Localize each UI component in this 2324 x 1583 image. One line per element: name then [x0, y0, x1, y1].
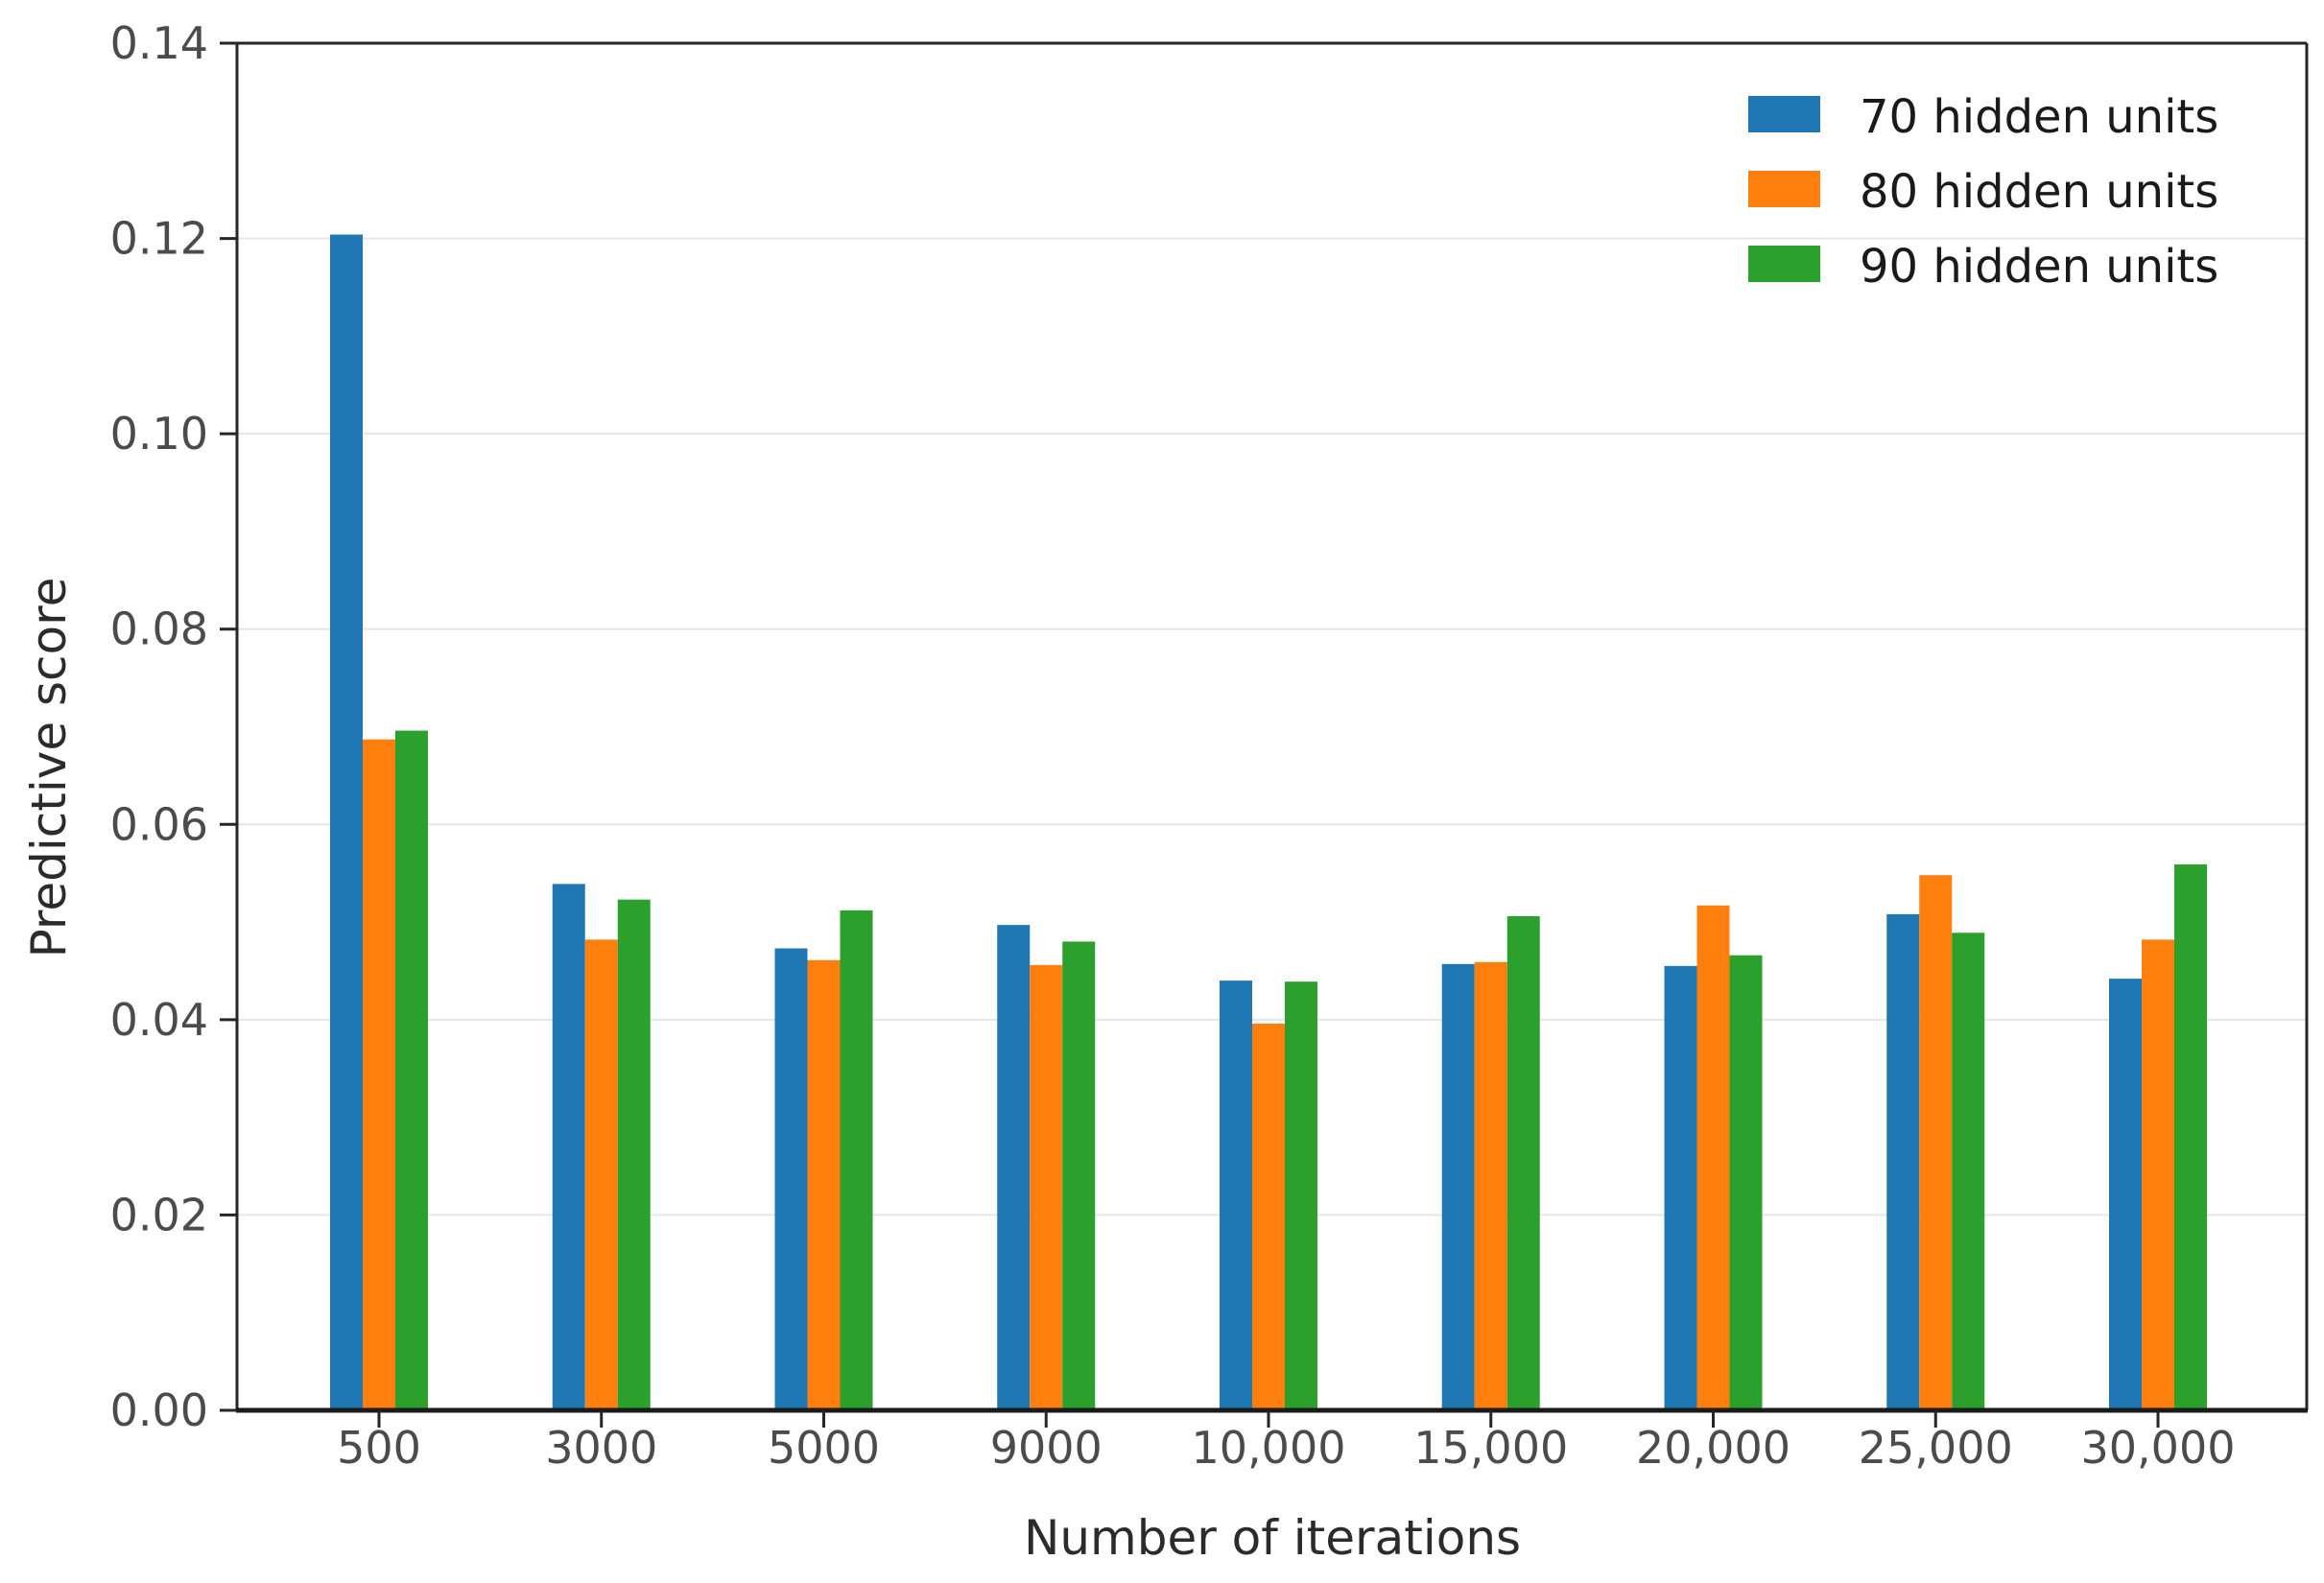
bar-70-3000 — [552, 884, 585, 1410]
bar-90-10000 — [1285, 981, 1317, 1410]
x-tick-label-3000: 3000 — [545, 1422, 657, 1474]
bar-90-20000 — [1729, 955, 1763, 1410]
x-tick-label-9000: 9000 — [990, 1422, 1103, 1474]
x-axis-title: Number of iterations — [1024, 1510, 1521, 1566]
tick-labels: 0.00 0.02 0.04 0.06 0.08 0.10 0.12 0.14 500 3000 5… — [110, 17, 2236, 1474]
x-tick-label-30000: 30,000 — [2081, 1422, 2236, 1474]
x-tick-label-25000: 25,000 — [1859, 1422, 2013, 1474]
bar-70-5000 — [774, 948, 808, 1410]
y-tick-label-0.14: 0.14 — [110, 17, 208, 69]
bar-80-25000 — [1919, 875, 1953, 1410]
legend-label-80-hidden-units: 80 hidden units — [1860, 165, 2218, 219]
bar-80-30000 — [2142, 939, 2174, 1410]
bar-80-3000 — [584, 939, 618, 1410]
bar-80-9000 — [1030, 964, 1063, 1410]
y-tick-label-0.00: 0.00 — [110, 1384, 208, 1436]
bar-70-9000 — [997, 925, 1031, 1410]
bar-80-500 — [363, 739, 395, 1410]
bars — [330, 234, 2207, 1410]
y-tick-label-0.08: 0.08 — [110, 603, 208, 655]
bar-90-9000 — [1062, 941, 1096, 1410]
bar-90-5000 — [840, 910, 873, 1410]
legend: 70 hidden units 80 hidden units 90 hidde… — [1748, 90, 2218, 294]
x-tick-label-15000: 15,000 — [1413, 1422, 1568, 1474]
bar-80-10000 — [1252, 1023, 1285, 1410]
y-tick-label-0.04: 0.04 — [110, 994, 208, 1046]
legend-label-70-hidden-units: 70 hidden units — [1860, 90, 2218, 144]
bar-70-10000 — [1220, 981, 1252, 1410]
bar-70-15000 — [1441, 963, 1475, 1410]
x-tick-label-5000: 5000 — [768, 1422, 880, 1474]
bar-90-25000 — [1952, 933, 1985, 1410]
tick-marks — [220, 41, 2160, 1428]
x-tick-label-10000: 10,000 — [1192, 1422, 1346, 1474]
x-tick-label-500: 500 — [337, 1422, 421, 1474]
y-tick-label-0.02: 0.02 — [110, 1189, 208, 1240]
bar-80-5000 — [807, 959, 841, 1410]
y-tick-label-0.06: 0.06 — [110, 798, 208, 850]
bar-70-20000 — [1664, 965, 1697, 1410]
bar-70-25000 — [1886, 913, 1920, 1410]
y-tick-label-0.10: 0.10 — [110, 408, 208, 460]
bar-90-500 — [395, 730, 428, 1410]
y-axis-title: Predictive score — [21, 578, 77, 958]
legend-swatch-70-hidden-units — [1748, 96, 1820, 132]
bar-70-500 — [330, 234, 363, 1410]
bar-90-15000 — [1506, 915, 1540, 1410]
bar-90-3000 — [617, 899, 651, 1410]
legend-swatch-90-hidden-units — [1748, 246, 1820, 282]
bar-70-30000 — [2109, 979, 2142, 1410]
x-tick-label-20000: 20,000 — [1636, 1422, 1790, 1474]
bar-80-20000 — [1696, 905, 1730, 1410]
legend-label-90-hidden-units: 90 hidden units — [1860, 240, 2218, 294]
legend-swatch-80-hidden-units — [1748, 171, 1820, 207]
y-tick-label-0.12: 0.12 — [110, 213, 208, 265]
bar-90-30000 — [2174, 864, 2207, 1410]
bar-80-15000 — [1474, 961, 1507, 1410]
axes-spines — [235, 41, 2309, 1413]
